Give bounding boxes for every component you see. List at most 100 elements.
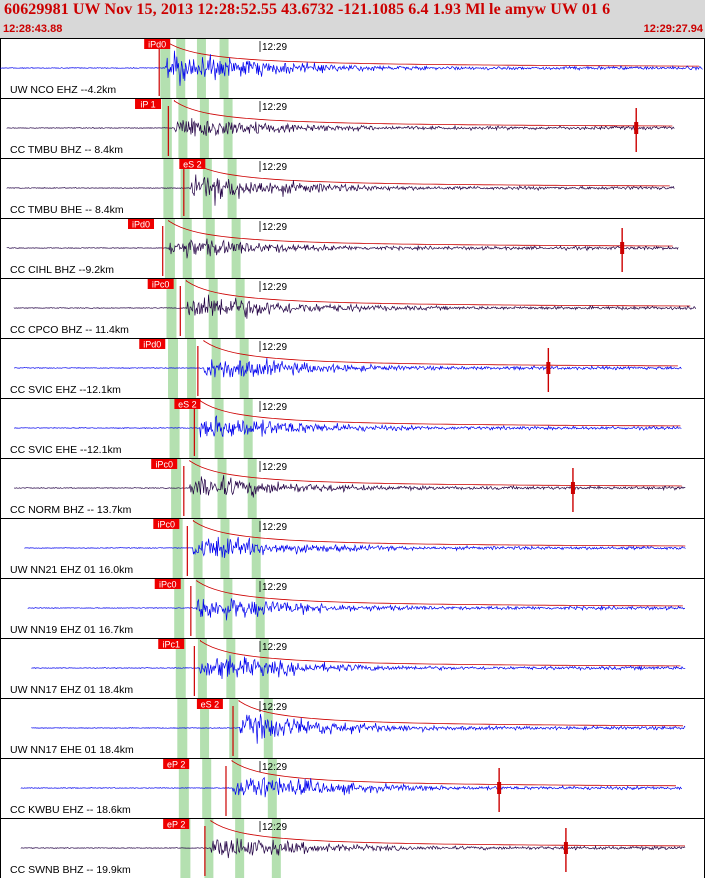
spike-mark	[570, 482, 575, 494]
pick-label: iPc1	[162, 640, 180, 650]
spike-mark	[497, 782, 502, 794]
s-window-band	[214, 398, 224, 458]
spike-mark	[546, 362, 551, 374]
spike-mark	[620, 242, 625, 254]
waveform-trace	[20, 776, 683, 798]
s-window-band	[219, 38, 229, 98]
station-label: UW NCO EHZ --4.2km	[10, 84, 116, 96]
minute-tick-label: 12:29	[262, 222, 287, 233]
pick-label: eP 2	[167, 760, 185, 770]
pick-label: eS 2	[201, 700, 220, 710]
pick-label: iPd0	[143, 340, 161, 350]
pick-label: eP 2	[167, 820, 185, 830]
pick-label: iPd0	[132, 220, 150, 230]
pick-label: eS 2	[183, 160, 202, 170]
minute-tick-label: 12:29	[262, 42, 287, 53]
model-amplitude-curve	[173, 99, 673, 127]
pick-label-box	[139, 339, 166, 349]
model-amplitude-curve	[189, 459, 682, 487]
model-amplitude-curve	[210, 820, 685, 847]
s-window-band	[196, 38, 206, 98]
seismogram-panel: iPd0 12:29 UW NCO EHZ --4.2km iP 1 12:29 CC T…	[0, 38, 705, 878]
s-window-band	[263, 698, 273, 758]
s-window-band	[235, 818, 245, 878]
s-window-band	[205, 218, 215, 278]
s-window-band	[226, 638, 236, 698]
model-amplitude-curve	[199, 639, 681, 667]
minute-tick-label: 12:29	[262, 162, 287, 173]
event-title: 60629981 UW Nov 15, 2013 12:28:52.55 43.…	[4, 1, 611, 18]
station-label: CC SWNB BHZ -- 19.9km	[10, 864, 131, 876]
pick-label-box	[158, 639, 185, 649]
model-amplitude-curve	[185, 279, 691, 307]
pick-label: iP 1	[140, 100, 155, 110]
station-label: CC NORM BHZ -- 13.7km	[10, 504, 132, 516]
end-time-label: 12:29:27.94	[643, 23, 703, 35]
station-label: UW NN17 EHE 01 18.4km	[10, 744, 134, 756]
s-window-band	[243, 398, 253, 458]
model-amplitude-curve	[192, 519, 686, 547]
p-window-band	[176, 38, 186, 98]
waveform-trace	[20, 838, 686, 859]
station-label: CC TMBU BHE -- 8.4km	[10, 204, 124, 216]
pick-label: iPc0	[159, 580, 177, 590]
s-window-band	[267, 758, 277, 818]
pick-label-box	[144, 39, 171, 49]
pick-label-box	[179, 159, 206, 169]
waveform-trace	[14, 475, 686, 498]
waveform-trace	[6, 174, 675, 206]
pick-label-box	[163, 759, 190, 769]
minute-tick-label: 12:29	[262, 642, 287, 653]
pick-label: iPd0	[148, 40, 166, 50]
p-window-band	[193, 518, 203, 578]
pick-label-box	[128, 219, 155, 229]
pick-label-box	[135, 99, 162, 109]
p-window-band	[182, 218, 192, 278]
minute-tick-label: 12:29	[262, 282, 287, 293]
model-amplitude-curve	[199, 399, 681, 427]
model-amplitude-curve	[196, 579, 683, 607]
spike-mark	[563, 842, 568, 854]
minute-tick-label: 12:29	[262, 522, 287, 533]
station-label: CC CPCO BHZ -- 11.4km	[10, 324, 129, 336]
waveform-trace	[6, 238, 679, 259]
pick-label-box	[163, 819, 190, 829]
pick-label-box	[174, 399, 201, 409]
model-amplitude-curve	[168, 219, 673, 247]
minute-tick-label: 12:29	[262, 762, 287, 773]
pick-label: iPc0	[155, 460, 173, 470]
model-amplitude-curve	[231, 759, 677, 787]
model-amplitude-curve	[203, 339, 678, 367]
spike-mark	[634, 122, 639, 134]
p-window-band	[195, 578, 205, 638]
station-label: CC SVIC EHZ --12.1km	[10, 384, 121, 396]
waveform-trace	[31, 655, 686, 680]
event-header: 60629981 UW Nov 15, 2013 12:28:52.55 43.…	[0, 0, 705, 38]
minute-tick-label: 12:29	[262, 402, 287, 413]
station-label: CC KWBU EHZ -- 18.6km	[10, 804, 131, 816]
minute-tick-label: 12:29	[262, 462, 287, 473]
waveform-trace	[31, 713, 686, 744]
station-label: UW NN21 EHZ 01 16.0km	[10, 564, 133, 576]
minute-tick-label: 12:29	[262, 582, 287, 593]
pick-label: iPc0	[152, 280, 170, 290]
waveform-trace	[6, 118, 675, 137]
waveform-trace	[14, 415, 682, 438]
s-window-band	[247, 458, 257, 518]
model-amplitude-curve	[164, 39, 700, 67]
minute-tick-label: 12:29	[262, 822, 287, 833]
model-amplitude-curve	[238, 699, 684, 727]
pick-label-box	[154, 579, 181, 589]
p-window-band	[178, 98, 188, 158]
p-window-band	[184, 278, 194, 338]
s-window-band	[239, 338, 249, 398]
p-window-band	[160, 38, 171, 98]
waveform-trace	[0, 50, 703, 86]
s-window-band	[220, 518, 230, 578]
waveform-trace	[14, 358, 682, 378]
start-time-label: 12:28:43.88	[3, 23, 63, 35]
pick-label-box	[153, 519, 180, 529]
minute-tick-label: 12:29	[262, 102, 287, 113]
pick-label-box	[196, 699, 223, 709]
pick-label-box	[151, 459, 178, 469]
